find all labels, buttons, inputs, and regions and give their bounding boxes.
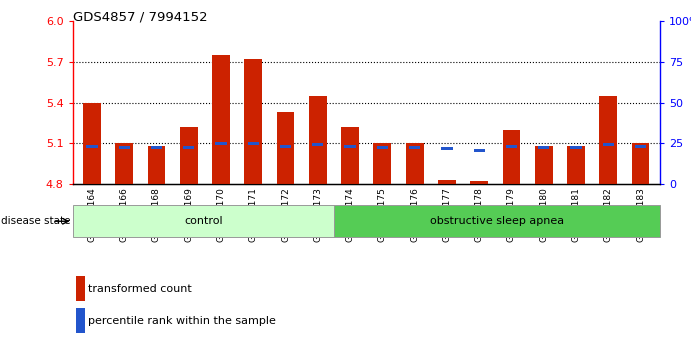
Bar — [473, 149, 485, 152]
Bar — [406, 143, 424, 184]
Text: obstructive sleep apnea: obstructive sleep apnea — [430, 216, 564, 226]
Bar — [377, 146, 388, 149]
Bar — [442, 147, 453, 150]
Text: GDS4857 / 7994152: GDS4857 / 7994152 — [73, 11, 207, 24]
Bar — [506, 144, 517, 148]
Bar — [341, 127, 359, 184]
Bar — [570, 146, 582, 149]
Bar — [344, 144, 356, 148]
Bar — [409, 146, 420, 149]
Bar — [438, 180, 456, 184]
Bar — [245, 59, 262, 184]
Bar — [502, 130, 520, 184]
Bar — [148, 146, 165, 184]
Bar — [76, 308, 84, 333]
Bar — [212, 55, 230, 184]
Bar — [115, 143, 133, 184]
Bar — [374, 143, 391, 184]
Bar — [309, 96, 327, 184]
Text: percentile rank within the sample: percentile rank within the sample — [88, 316, 276, 326]
Bar — [151, 146, 162, 149]
Bar — [599, 96, 617, 184]
Text: control: control — [184, 216, 223, 226]
Bar — [119, 146, 130, 149]
Bar — [180, 127, 198, 184]
Bar — [471, 181, 488, 184]
Bar — [83, 103, 101, 184]
Bar — [247, 142, 259, 145]
Bar — [535, 146, 553, 184]
Bar — [76, 276, 84, 301]
Bar — [280, 144, 291, 148]
Bar — [635, 144, 646, 148]
Text: transformed count: transformed count — [88, 284, 192, 294]
Bar — [632, 143, 650, 184]
Bar — [183, 146, 194, 149]
Bar — [276, 112, 294, 184]
Bar — [73, 205, 334, 237]
Bar — [603, 143, 614, 146]
Bar — [567, 146, 585, 184]
Bar — [86, 144, 97, 148]
Bar — [312, 143, 323, 146]
Bar — [216, 142, 227, 145]
Bar — [334, 205, 660, 237]
Text: disease state: disease state — [1, 216, 70, 226]
Bar — [538, 146, 549, 149]
